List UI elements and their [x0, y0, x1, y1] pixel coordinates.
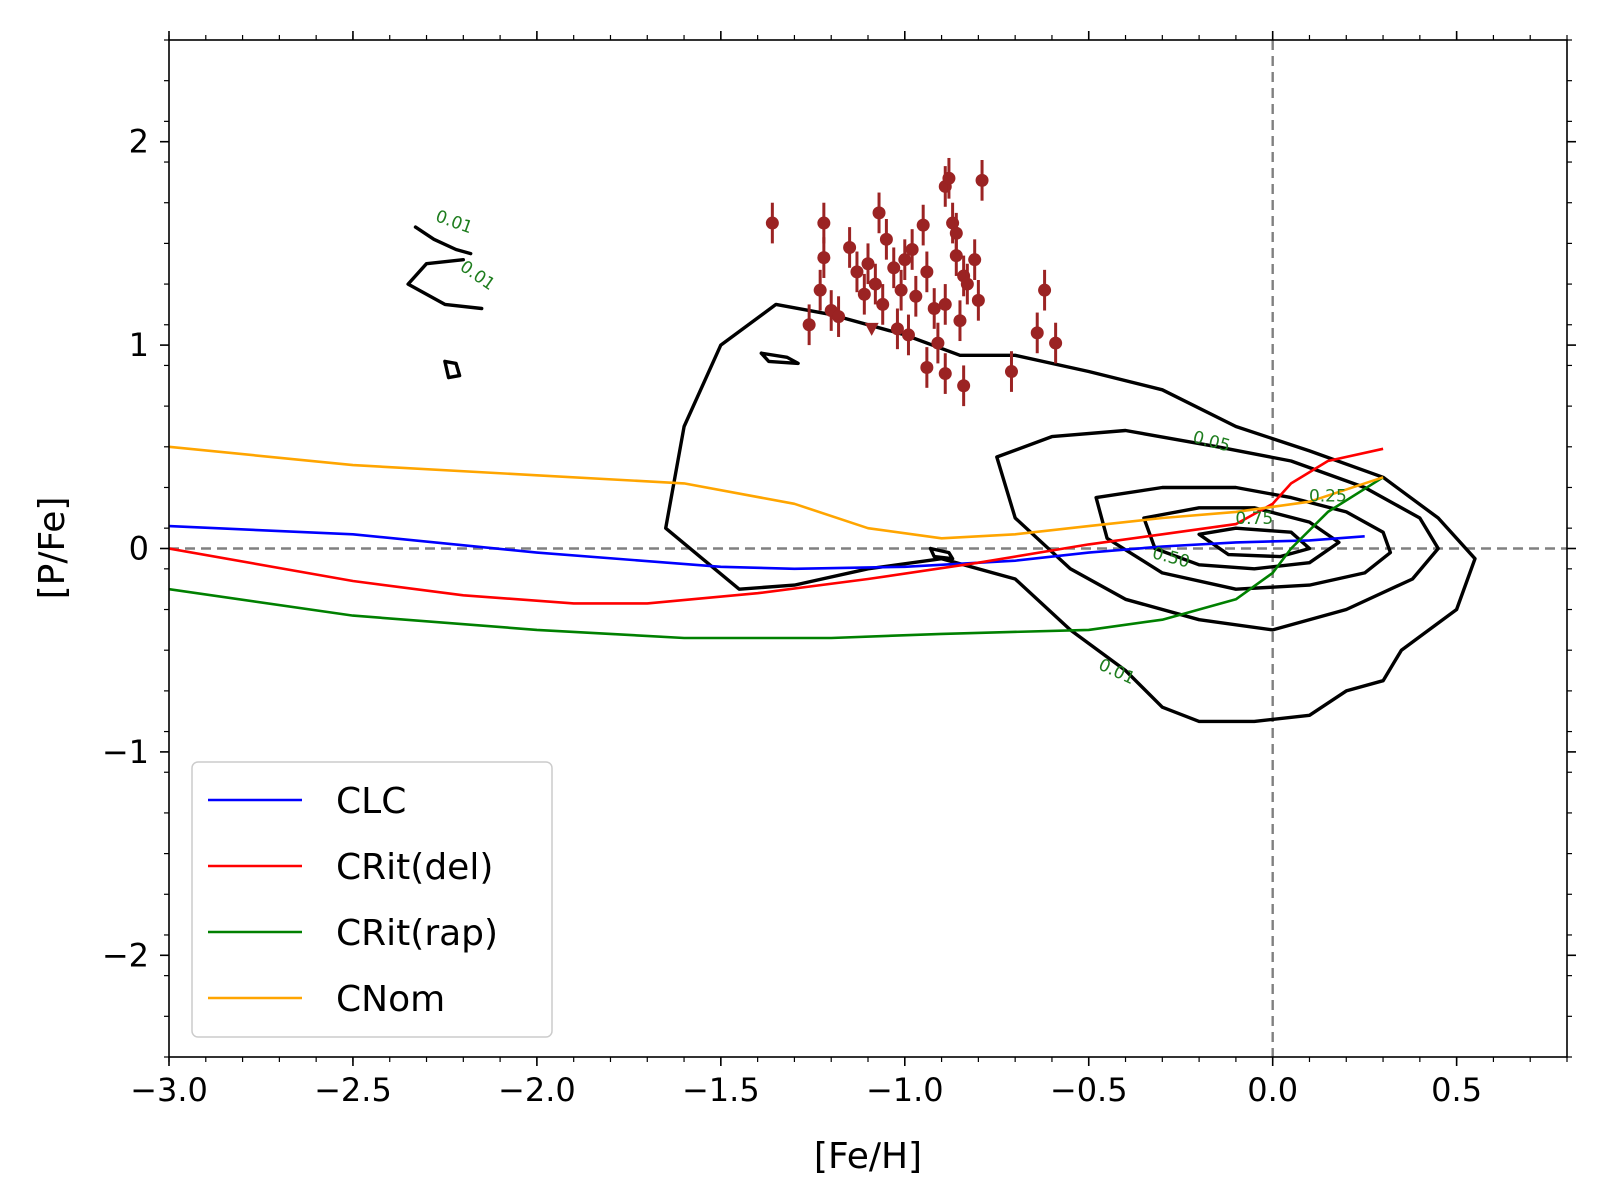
y-tick-label: −2 [102, 936, 149, 974]
legend-label: CLC [336, 781, 406, 822]
y-tick-label: −1 [102, 733, 149, 771]
data-point [879, 232, 893, 246]
data-point [802, 318, 816, 332]
legend-box [191, 761, 553, 1038]
y-tick-label: 1 [129, 326, 149, 364]
data-point [938, 367, 952, 381]
contour-level [1197, 526, 1312, 559]
data-point [920, 265, 934, 279]
series-line-cnom [169, 445, 1384, 540]
data-point [817, 251, 831, 265]
scatter-points [765, 157, 1063, 407]
data-point [942, 171, 956, 185]
legend: CLC CRit(del) CRit(rap) CNom [191, 761, 553, 1038]
series-line-crit-del [169, 447, 1384, 605]
data-point [898, 253, 912, 267]
upper-limit-marker [864, 322, 879, 336]
series-line-clc [169, 524, 1365, 571]
legend-label: CNom [336, 979, 445, 1020]
contour-small [759, 351, 800, 366]
data-point [931, 336, 945, 350]
data-point [850, 265, 864, 279]
data-point [887, 261, 901, 275]
data-point [968, 253, 982, 267]
data-point [938, 297, 952, 311]
data-point [949, 249, 963, 263]
data-point [920, 360, 934, 374]
contour-small [443, 359, 462, 380]
data-point [909, 289, 923, 303]
data-point [890, 322, 904, 336]
data-point [971, 293, 985, 307]
x-tick-label: −1.0 [866, 1071, 944, 1109]
plot-area: 0.010.010.050.250.750.500.01 [169, 40, 1567, 1057]
series-lines [169, 445, 1384, 640]
contour-small [406, 258, 484, 311]
x-tick-label: 0.5 [1431, 1071, 1482, 1109]
y-axis-label: [P/Fe] [32, 497, 73, 600]
data-point [832, 310, 846, 324]
data-point [975, 173, 989, 187]
data-point [916, 218, 930, 232]
data-point [953, 314, 967, 328]
data-point [1004, 365, 1018, 379]
data-point [894, 283, 908, 297]
legend-label: CRit(rap) [336, 913, 498, 954]
legend-label: CRit(del) [336, 847, 493, 888]
y-tick-label: 0 [129, 530, 149, 568]
contour-level [995, 428, 1440, 632]
reference-lines [169, 40, 1567, 1057]
x-tick-label: −2.0 [498, 1071, 576, 1109]
data-point [868, 277, 882, 291]
data-point [817, 216, 831, 230]
contour-small [928, 546, 955, 561]
data-point [1049, 336, 1063, 350]
data-point [872, 206, 886, 220]
contour-label: 0.75 [1235, 509, 1273, 529]
data-point [1038, 283, 1052, 297]
x-tick-label: −0.5 [1050, 1071, 1128, 1109]
data-point [1030, 326, 1044, 340]
x-axis-label: [Fe/H] [814, 1136, 922, 1177]
data-point [861, 257, 875, 271]
data-point [857, 287, 871, 301]
y-tick-label: 2 [129, 123, 149, 161]
plot-frame [168, 39, 1568, 1058]
data-point [876, 297, 890, 311]
series-line-crit-rap [169, 476, 1384, 640]
contour-level [1142, 506, 1341, 571]
axis-ticks [160, 31, 1576, 1066]
contour-level [1094, 485, 1393, 591]
data-point [960, 277, 974, 291]
x-tick-label: −1.5 [682, 1071, 760, 1109]
data-point [927, 301, 941, 315]
contour-label: 0.25 [1309, 487, 1347, 507]
x-tick-label: −3.0 [130, 1071, 208, 1109]
contour-small [413, 225, 473, 256]
data-point [843, 240, 857, 254]
x-tick-label: −2.5 [314, 1071, 392, 1109]
data-point [765, 216, 779, 230]
data-point [813, 283, 827, 297]
tick-labels: −3.0 −2.5 −2.0 −1.5 −1.0 −0.5 0.0 0.5 −2 −1 0 1 2 [102, 123, 1482, 1109]
data-point [949, 226, 963, 240]
data-point [957, 379, 971, 393]
data-point [901, 328, 915, 342]
data-point [905, 243, 919, 257]
x-tick-label: 0.0 [1247, 1071, 1298, 1109]
